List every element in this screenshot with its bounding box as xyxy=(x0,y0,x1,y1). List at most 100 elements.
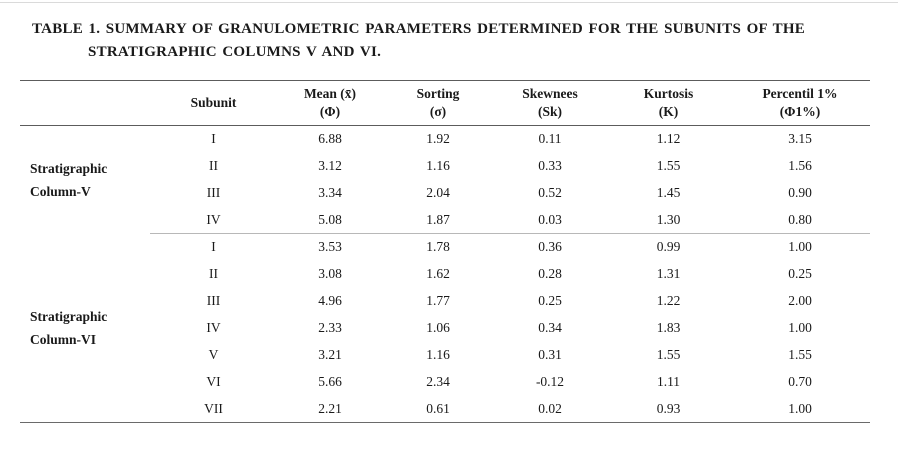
header-empty-cell xyxy=(20,80,150,126)
table-row: VI 5.66 2.34 -0.12 1.11 0.70 xyxy=(20,369,870,396)
col-header-skewness-label: Skewnees xyxy=(522,86,578,101)
cell-mean: 4.96 xyxy=(318,293,342,308)
cell-percentil: 1.00 xyxy=(788,239,812,255)
table-row: VII 2.21 0.61 0.02 0.93 1.00 xyxy=(20,396,870,423)
cell-kurtosis: 0.99 xyxy=(656,239,681,255)
cell-mean: 2.33 xyxy=(318,320,342,335)
col-header-sorting-label: Sorting xyxy=(416,86,460,101)
col-header-sorting-unit: (σ) xyxy=(429,104,447,119)
cell-subunit: I xyxy=(211,131,216,147)
cell-sorting: 2.34 xyxy=(426,374,450,389)
col-header-skewness-unit: (Sk) xyxy=(537,104,562,119)
table-header-row: Subunit Mean (x̄) (Φ) Sorting (σ) Skewne… xyxy=(20,80,870,126)
cell-skewness: 0.03 xyxy=(493,206,607,234)
cell-kurtosis: 1.31 xyxy=(656,266,681,281)
cell-subunit: II xyxy=(209,158,218,173)
table-row: Stratigraphic Column-V I 6.88 1.92 0.11 … xyxy=(20,126,870,199)
cell-percentil: 2.00 xyxy=(788,293,812,308)
caption-line-1: TABLE 1. SUMMARY OF GRANULOMETRIC PARAME… xyxy=(32,21,806,37)
cell-subunit: II xyxy=(209,266,218,281)
col-header-mean-label: Mean (x̄) xyxy=(303,86,357,101)
cell-percentil: 0.70 xyxy=(788,374,812,389)
granulometric-table: Subunit Mean (x̄) (Φ) Sorting (σ) Skewne… xyxy=(20,80,870,423)
cell-percentil: 1.00 xyxy=(788,400,812,416)
table-row: II 3.08 1.62 0.28 1.31 0.25 xyxy=(20,261,870,288)
cell-kurtosis: 1.30 xyxy=(607,206,730,234)
group-label-line-1: Stratigraphic xyxy=(30,308,108,324)
col-header-subunit: Subunit xyxy=(150,80,277,126)
cell-kurtosis: 1.55 xyxy=(656,347,681,362)
cell-kurtosis: 1.12 xyxy=(656,131,681,147)
group-column-v-body: Stratigraphic Column-V I 6.88 1.92 0.11 … xyxy=(20,126,870,234)
cell-mean: 5.66 xyxy=(318,374,342,389)
table-row: III 3.34 2.04 0.52 1.45 0.90 xyxy=(20,180,870,207)
caption-line-2: STRATIGRAPHIC COLUMNS V AND VI. xyxy=(88,44,382,60)
cell-percentil: 1.00 xyxy=(788,320,812,335)
group-column-vi-body: Stratigraphic Column-VI I 3.53 1.78 0.36… xyxy=(20,234,870,423)
col-header-subunit-label: Subunit xyxy=(190,95,237,110)
cell-kurtosis: 1.83 xyxy=(656,320,681,335)
col-header-mean: Mean (x̄) (Φ) xyxy=(277,80,383,126)
cell-subunit: I xyxy=(211,239,216,255)
col-header-mean-unit: (Φ) xyxy=(319,104,341,119)
cell-skewness: 0.31 xyxy=(538,347,562,362)
cell-sorting: 1.16 xyxy=(426,158,450,173)
cell-subunit: VII xyxy=(204,400,223,416)
cell-kurtosis: 1.11 xyxy=(656,374,681,389)
cell-percentil: 1.56 xyxy=(788,158,812,173)
cell-sorting: 1.77 xyxy=(426,293,450,308)
cell-mean: 2.21 xyxy=(318,400,342,416)
cell-mean: 6.88 xyxy=(318,131,342,147)
cell-skewness: 0.33 xyxy=(538,158,562,173)
group-label-line-2: Column-VI xyxy=(30,331,97,347)
cell-mean: 5.08 xyxy=(277,206,383,234)
cell-subunit: IV xyxy=(206,320,221,335)
group-label-line-1: Stratigraphic xyxy=(30,160,108,176)
col-header-percentil-label: Percentil 1% xyxy=(762,86,838,101)
cell-skewness: 0.34 xyxy=(538,320,562,335)
cell-sorting: 2.04 xyxy=(426,185,450,200)
cell-subunit: III xyxy=(206,185,221,200)
cell-skewness: 0.28 xyxy=(538,266,562,281)
table-row: IV 5.08 1.87 0.03 1.30 0.80 xyxy=(20,206,870,234)
cell-skewness: 0.52 xyxy=(538,185,562,200)
col-header-kurtosis: Kurtosis (K) xyxy=(607,80,730,126)
cell-mean: 3.53 xyxy=(318,239,342,255)
cell-sorting: 1.16 xyxy=(426,347,450,362)
cell-sorting: 1.06 xyxy=(426,320,450,335)
cell-percentil: 0.25 xyxy=(788,266,812,281)
table-row: V 3.21 1.16 0.31 1.55 1.55 xyxy=(20,342,870,369)
cell-sorting: 1.92 xyxy=(426,131,450,147)
cell-skewness: 0.25 xyxy=(538,293,562,308)
cell-mean: 3.08 xyxy=(318,266,342,281)
col-header-sorting: Sorting (σ) xyxy=(383,80,493,126)
cell-kurtosis: 1.55 xyxy=(656,158,681,173)
scan-edge-line xyxy=(0,2,898,3)
col-header-percentil: Percentil 1% (Φ1%) xyxy=(730,80,870,126)
cell-percentil: 0.90 xyxy=(788,185,812,200)
col-header-percentil-unit: (Φ1%) xyxy=(779,104,821,119)
table-row: Stratigraphic Column-VI I 3.53 1.78 0.36… xyxy=(20,234,870,347)
cell-sorting: 1.62 xyxy=(426,266,450,281)
table-row: IV 2.33 1.06 0.34 1.83 1.00 xyxy=(20,315,870,342)
group-label-column-v: Stratigraphic Column-V xyxy=(20,126,150,234)
table-caption: TABLE 1. SUMMARY OF GRANULOMETRIC PARAME… xyxy=(32,18,805,64)
cell-kurtosis: 1.45 xyxy=(656,185,681,200)
cell-kurtosis: 0.93 xyxy=(656,400,681,416)
table-row: III 4.96 1.77 0.25 1.22 2.00 xyxy=(20,288,870,315)
table-row: II 3.12 1.16 0.33 1.55 1.56 xyxy=(20,153,870,180)
cell-percentil: 0.80 xyxy=(730,206,870,234)
cell-subunit: V xyxy=(208,347,219,362)
cell-sorting: 1.78 xyxy=(426,239,450,255)
cell-skewness: 0.36 xyxy=(538,239,562,255)
group-label-column-vi: Stratigraphic Column-VI xyxy=(20,234,150,423)
cell-percentil: 3.15 xyxy=(788,131,812,147)
cell-subunit: VI xyxy=(206,374,221,389)
cell-percentil: 1.55 xyxy=(788,347,812,362)
cell-sorting: 1.87 xyxy=(383,206,493,234)
cell-mean: 3.21 xyxy=(318,347,342,362)
cell-skewness: 0.11 xyxy=(538,131,562,147)
col-header-kurtosis-label: Kurtosis xyxy=(643,86,694,101)
cell-subunit: III xyxy=(206,293,221,308)
